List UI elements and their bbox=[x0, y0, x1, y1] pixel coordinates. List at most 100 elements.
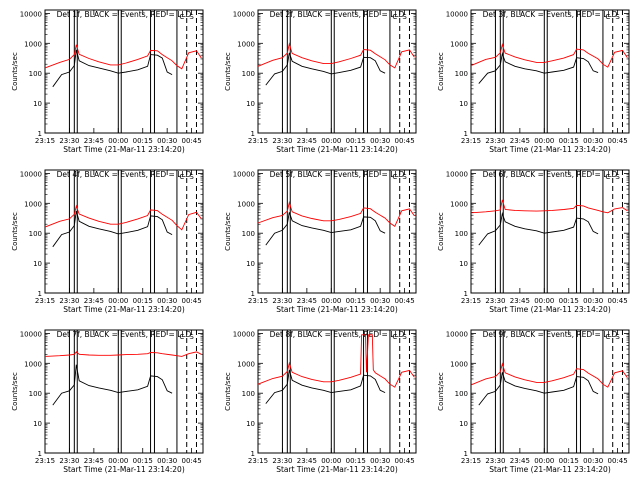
y-tick-label: 100 bbox=[455, 390, 468, 398]
x-tick-label: 23:30 bbox=[485, 137, 505, 145]
x-tick-label: 23:45 bbox=[510, 137, 530, 145]
y-tick-label: 100 bbox=[455, 70, 468, 78]
panel-2: Det 2f, BLACK = Events, RED = LLD 1 10 100 1… bbox=[224, 9, 417, 154]
plot-frame bbox=[44, 169, 204, 294]
x-tick-label: 23:15 bbox=[248, 457, 268, 465]
x-tick-label: 23:30 bbox=[272, 297, 292, 305]
x-tick-label: 00:15 bbox=[133, 457, 153, 465]
x-tick-label: 00:00 bbox=[108, 137, 128, 145]
marker-label: S bbox=[402, 173, 407, 181]
y-tick-label: 100 bbox=[29, 230, 42, 238]
y-tick-label: 10000 bbox=[233, 10, 255, 18]
y-tick-label: 10 bbox=[33, 420, 42, 428]
y-tick-label: 100 bbox=[242, 70, 255, 78]
x-tick-label: 23:45 bbox=[510, 457, 530, 465]
plot-frame bbox=[44, 329, 204, 454]
x-tick-label: 00:30 bbox=[157, 137, 177, 145]
y-tick-label: 1 bbox=[38, 450, 42, 458]
panel-7: Det 7f, BLACK = Events, RED = LLD 1 10 100 1… bbox=[11, 329, 204, 474]
events-series-line bbox=[265, 52, 386, 86]
y-tick-label: 10 bbox=[246, 100, 255, 108]
y-tick-label: 1 bbox=[38, 290, 42, 298]
y-tick-label: 1 bbox=[464, 130, 468, 138]
panel-8: Det 8f, BLACK = Events, RED = LLD 1 10 100 1… bbox=[224, 329, 417, 474]
y-tick-label: 1 bbox=[251, 130, 255, 138]
x-tick-label: 00:30 bbox=[583, 457, 603, 465]
marker-label: S bbox=[189, 333, 194, 341]
plot-frame bbox=[257, 9, 417, 134]
x-tick-label: 23:30 bbox=[485, 297, 505, 305]
x-tick-label: 00:00 bbox=[321, 137, 341, 145]
x-tick-label: 00:45 bbox=[608, 297, 628, 305]
panel-title: Det 7f, BLACK = Events, RED = LLD bbox=[57, 330, 192, 339]
events-series-line bbox=[52, 210, 173, 248]
marker-label: C bbox=[179, 173, 184, 181]
y-tick-label: 10 bbox=[459, 420, 468, 428]
lld-series-line bbox=[44, 351, 202, 357]
x-axis-label: Start Time (21-Mar-11 23:14:20) bbox=[63, 465, 185, 474]
marker-label: S bbox=[615, 173, 620, 181]
panel-4: Det 4f, BLACK = Events, RED = LLD 1 10 100 1… bbox=[11, 169, 204, 314]
x-tick-label: 00:45 bbox=[608, 457, 628, 465]
marker-label: C bbox=[392, 13, 397, 21]
marker-label: C bbox=[605, 173, 610, 181]
y-axis-label: Counts/sec bbox=[11, 372, 19, 411]
panel-1: Det 1f, BLACK = Events, RED = LLD 1 10 100 1… bbox=[11, 9, 204, 154]
plot-frame bbox=[44, 9, 204, 134]
x-tick-label: 23:30 bbox=[59, 297, 79, 305]
marker-label: S bbox=[402, 13, 407, 21]
panel-5: Det 5f, BLACK = Events, RED = LLD 1 10 100 1… bbox=[224, 169, 417, 314]
y-tick-label: 1000 bbox=[450, 200, 468, 208]
y-axis-label: Counts/sec bbox=[437, 212, 445, 251]
x-tick-label: 23:15 bbox=[248, 297, 268, 305]
y-tick-label: 10000 bbox=[446, 10, 468, 18]
x-tick-label: 00:00 bbox=[534, 297, 554, 305]
marker-label: S bbox=[189, 173, 194, 181]
x-tick-label: 00:00 bbox=[108, 297, 128, 305]
panel-title: Det 3f, BLACK = Events, RED = LLD bbox=[483, 10, 618, 19]
marker-label: C bbox=[605, 333, 610, 341]
x-tick-label: 23:45 bbox=[84, 137, 104, 145]
y-tick-label: 100 bbox=[455, 230, 468, 238]
x-tick-label: 00:30 bbox=[583, 137, 603, 145]
marker-label: C bbox=[179, 333, 184, 341]
y-tick-label: 1000 bbox=[450, 40, 468, 48]
x-tick-label: 00:15 bbox=[133, 297, 153, 305]
y-tick-label: 10000 bbox=[446, 170, 468, 178]
x-tick-label: 23:30 bbox=[272, 137, 292, 145]
lld-series-line bbox=[44, 44, 202, 70]
y-tick-label: 100 bbox=[29, 70, 42, 78]
marker-label: C bbox=[179, 13, 184, 21]
y-tick-label: 1 bbox=[464, 450, 468, 458]
x-axis-label: Start Time (21-Mar-11 23:14:20) bbox=[489, 465, 611, 474]
y-tick-label: 100 bbox=[29, 390, 42, 398]
y-tick-label: 10 bbox=[33, 260, 42, 268]
x-tick-label: 00:30 bbox=[583, 297, 603, 305]
y-tick-label: 10000 bbox=[446, 330, 468, 338]
x-tick-label: 23:45 bbox=[84, 457, 104, 465]
y-tick-label: 1 bbox=[38, 130, 42, 138]
lld-series-line bbox=[257, 201, 415, 227]
events-series-line bbox=[52, 364, 173, 406]
x-tick-label: 23:30 bbox=[272, 457, 292, 465]
y-tick-label: 1000 bbox=[237, 360, 255, 368]
events-series-line bbox=[265, 212, 386, 246]
y-tick-label: 10 bbox=[459, 260, 468, 268]
y-tick-label: 1 bbox=[251, 450, 255, 458]
x-tick-label: 00:30 bbox=[370, 137, 390, 145]
x-tick-label: 00:30 bbox=[157, 457, 177, 465]
y-tick-label: 10000 bbox=[20, 330, 42, 338]
x-tick-label: 23:45 bbox=[510, 297, 530, 305]
x-tick-label: 00:15 bbox=[559, 297, 579, 305]
y-tick-label: 100 bbox=[242, 390, 255, 398]
plot-frame bbox=[257, 329, 417, 454]
y-tick-label: 1000 bbox=[24, 200, 42, 208]
x-axis-label: Start Time (21-Mar-11 23:14:20) bbox=[489, 305, 611, 314]
y-tick-label: 1000 bbox=[450, 360, 468, 368]
lld-series-line bbox=[44, 204, 202, 231]
x-tick-label: 23:15 bbox=[35, 297, 55, 305]
events-series-line bbox=[52, 49, 173, 88]
x-axis-label: Start Time (21-Mar-11 23:14:20) bbox=[63, 145, 185, 154]
x-tick-label: 23:45 bbox=[297, 457, 317, 465]
lld-series-line bbox=[470, 199, 628, 214]
